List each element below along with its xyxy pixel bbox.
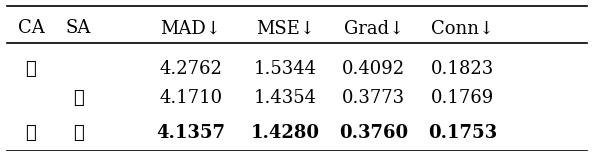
Text: 0.1769: 0.1769 xyxy=(431,89,494,107)
Text: 1.4354: 1.4354 xyxy=(254,89,317,107)
Text: 0.3773: 0.3773 xyxy=(342,89,406,107)
Text: 4.1710: 4.1710 xyxy=(159,89,222,107)
Text: 1.4280: 1.4280 xyxy=(251,124,320,142)
Text: SA: SA xyxy=(65,19,91,37)
Text: 0.3760: 0.3760 xyxy=(339,124,409,142)
Text: ✓: ✓ xyxy=(26,124,36,142)
Text: ✓: ✓ xyxy=(73,89,84,107)
Text: Grad↓: Grad↓ xyxy=(344,19,404,37)
Text: CA: CA xyxy=(18,19,45,37)
Text: 1.5344: 1.5344 xyxy=(254,60,317,78)
Text: Conn↓: Conn↓ xyxy=(431,19,494,37)
Text: 0.1753: 0.1753 xyxy=(428,124,497,142)
Text: MSE↓: MSE↓ xyxy=(255,19,315,37)
Text: MAD↓: MAD↓ xyxy=(160,19,221,37)
Text: 4.1357: 4.1357 xyxy=(156,124,225,142)
Text: ✓: ✓ xyxy=(26,60,36,78)
Text: 4.2762: 4.2762 xyxy=(159,60,222,78)
Text: 0.4092: 0.4092 xyxy=(342,60,406,78)
Text: 0.1823: 0.1823 xyxy=(431,60,494,78)
Text: ✓: ✓ xyxy=(73,124,84,142)
